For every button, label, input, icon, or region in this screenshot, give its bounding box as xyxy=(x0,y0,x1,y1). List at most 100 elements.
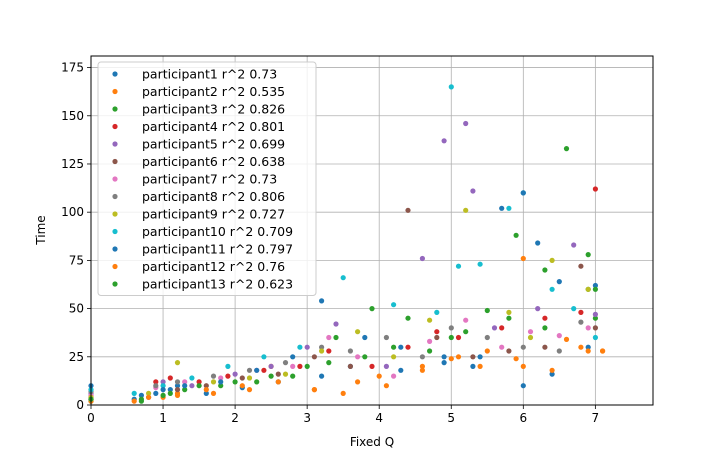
data-point xyxy=(499,344,505,350)
data-point xyxy=(571,306,577,312)
data-point xyxy=(160,392,166,398)
data-point xyxy=(455,354,462,360)
data-point xyxy=(477,261,483,267)
data-point xyxy=(434,309,440,315)
data-point xyxy=(470,188,476,194)
data-point xyxy=(254,379,260,385)
data-point xyxy=(326,360,332,366)
data-point xyxy=(520,383,526,389)
data-point xyxy=(405,207,411,213)
data-point xyxy=(419,255,425,262)
data-point xyxy=(571,242,577,248)
legend-marker xyxy=(112,71,118,77)
legend-label: participant6 r^2 0.638 xyxy=(142,154,285,169)
data-point xyxy=(153,390,159,396)
legend-label: participant3 r^2 0.826 xyxy=(142,102,285,117)
data-point xyxy=(153,383,159,389)
data-point xyxy=(427,317,433,323)
data-point xyxy=(391,302,397,308)
y-tick-label: 100 xyxy=(61,205,84,219)
data-point xyxy=(196,379,202,385)
data-point xyxy=(239,375,245,381)
data-point xyxy=(542,325,548,331)
data-point xyxy=(463,120,469,127)
legend-label: participant9 r^2 0.727 xyxy=(142,207,285,222)
data-point xyxy=(477,354,483,360)
data-point xyxy=(153,379,159,385)
data-point xyxy=(585,325,591,331)
data-point xyxy=(391,344,397,350)
data-point xyxy=(297,363,303,369)
data-point xyxy=(491,325,498,331)
legend-label: participant2 r^2 0.535 xyxy=(142,84,285,99)
legend-marker xyxy=(112,141,118,147)
data-point xyxy=(441,138,447,144)
x-tick-label: 6 xyxy=(519,411,527,425)
legend-marker xyxy=(112,281,118,287)
data-point xyxy=(297,344,303,350)
data-point xyxy=(246,367,253,373)
data-point xyxy=(189,375,195,381)
data-point xyxy=(319,373,325,379)
data-point xyxy=(463,329,469,335)
data-point xyxy=(319,344,325,350)
series-participant12 xyxy=(88,336,606,404)
data-point xyxy=(592,186,599,192)
data-point xyxy=(160,387,166,393)
x-tick-label: 3 xyxy=(303,411,311,425)
data-point xyxy=(174,360,181,366)
legend-marker xyxy=(112,88,118,95)
data-point xyxy=(261,354,267,360)
data-point xyxy=(225,373,231,379)
data-point xyxy=(398,344,404,350)
data-point xyxy=(585,344,591,350)
legend-marker xyxy=(112,263,118,270)
data-point xyxy=(138,396,144,402)
legend-label: participant10 r^2 0.709 xyxy=(142,224,293,239)
data-point xyxy=(578,319,584,325)
legend-label: participant8 r^2 0.806 xyxy=(142,189,285,204)
data-point xyxy=(499,325,505,331)
data-point xyxy=(275,371,281,377)
data-point xyxy=(355,379,361,385)
data-point xyxy=(434,334,440,341)
data-point xyxy=(470,363,476,369)
data-point xyxy=(578,344,584,350)
data-point xyxy=(182,387,188,393)
y-tick-label: 150 xyxy=(61,109,84,123)
data-point xyxy=(282,360,289,366)
y-tick-label: 125 xyxy=(61,157,84,171)
data-point xyxy=(448,334,454,341)
data-point xyxy=(463,317,469,323)
legend-marker xyxy=(112,123,118,130)
data-point xyxy=(455,334,462,341)
data-point xyxy=(333,321,339,327)
legend-label: participant12 r^2 0.76 xyxy=(142,259,285,274)
data-point xyxy=(391,373,397,379)
data-point xyxy=(203,387,209,393)
data-point xyxy=(405,344,411,350)
data-point xyxy=(592,282,599,289)
data-point xyxy=(138,392,144,398)
data-point xyxy=(182,383,188,389)
data-point xyxy=(592,286,599,292)
data-point xyxy=(182,379,188,385)
x-tick-label: 2 xyxy=(231,411,239,425)
data-point xyxy=(290,363,296,369)
data-point xyxy=(333,334,339,341)
x-axis-label: Fixed Q xyxy=(350,435,394,449)
data-point xyxy=(427,348,433,354)
data-point xyxy=(585,286,591,292)
data-point xyxy=(592,311,599,317)
data-point xyxy=(210,373,217,379)
x-tick-label: 7 xyxy=(592,411,600,425)
data-point xyxy=(347,363,353,369)
data-point xyxy=(549,286,555,292)
data-point xyxy=(275,379,281,385)
data-point xyxy=(254,367,260,373)
data-point xyxy=(218,383,224,389)
data-point xyxy=(535,306,541,312)
legend-marker xyxy=(112,228,118,235)
data-point xyxy=(174,392,181,398)
data-point xyxy=(340,390,346,396)
